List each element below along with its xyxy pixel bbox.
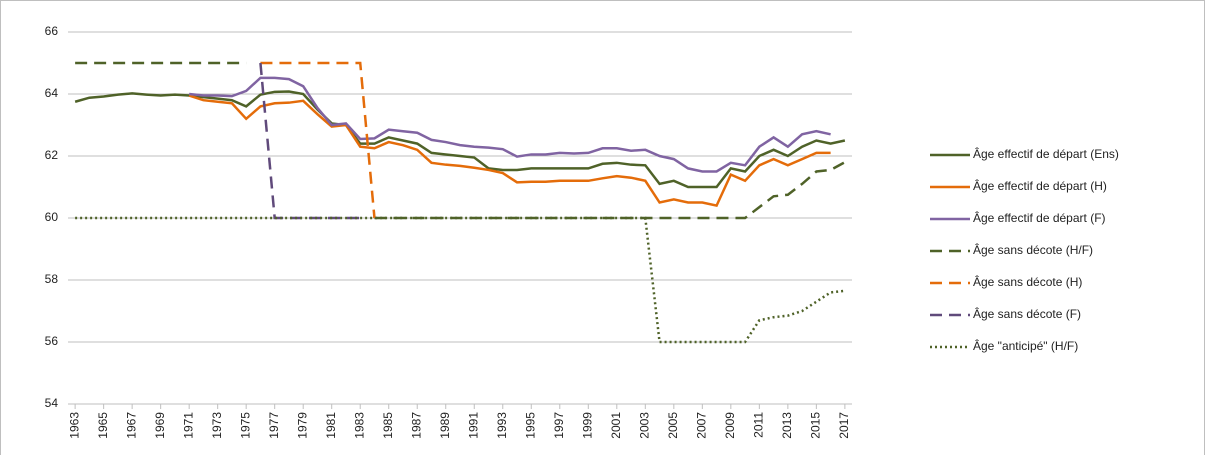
- x-tick-label: 2001: [609, 412, 623, 439]
- x-tick-label: 1985: [381, 412, 395, 439]
- x-tick-label: 1999: [580, 412, 594, 439]
- legend-label: Âge "anticipé" (H/F): [973, 338, 1078, 353]
- x-tick-label: 1965: [96, 412, 110, 439]
- x-tick-label: 1997: [552, 412, 566, 439]
- series-line: [189, 76, 831, 173]
- series-line: [75, 61, 846, 220]
- series-line: [260, 61, 376, 219]
- y-tick-label: 56: [45, 334, 59, 348]
- x-tick-label: 1995: [523, 412, 537, 439]
- legend-label: Âge effectif de départ (Ens): [973, 146, 1119, 161]
- y-tick-label: 64: [45, 86, 59, 100]
- y-tick-label: 58: [45, 272, 59, 286]
- x-tick-label: 2003: [637, 412, 651, 439]
- x-tick-label: 1967: [124, 412, 138, 439]
- x-tick-label: 2005: [666, 412, 680, 439]
- x-tick-label: 2009: [723, 412, 737, 439]
- legend-label: Âge sans décote (F): [973, 306, 1081, 321]
- legend-label: Âge effectif de départ (F): [973, 210, 1106, 225]
- x-tick-label: 2013: [780, 412, 794, 439]
- y-tick-label: 60: [45, 210, 59, 224]
- x-tick-label: 1983: [352, 412, 366, 439]
- x-tick-label: 1971: [181, 412, 195, 439]
- x-tick-label: 1973: [210, 412, 224, 439]
- x-tick-label: 1993: [495, 412, 509, 439]
- y-tick-label: 66: [45, 24, 59, 38]
- legend-label: Âge sans décote (H): [973, 274, 1082, 289]
- x-tick-label: 1977: [267, 412, 281, 439]
- x-tick-label: 1987: [409, 412, 423, 439]
- legend-label: Âge sans décote (H/F): [973, 242, 1093, 257]
- y-tick-label: 54: [45, 396, 59, 410]
- x-tick-label: 2007: [694, 412, 708, 439]
- x-tick-label: 2011: [752, 412, 766, 438]
- y-tick-label: 62: [45, 148, 59, 162]
- x-tick-label: 1989: [438, 412, 452, 439]
- x-tick-label: 1979: [295, 412, 309, 439]
- x-tick-label: 1969: [153, 412, 167, 439]
- series-line: [188, 94, 831, 208]
- x-tick-label: 2015: [809, 412, 823, 439]
- x-tick-label: 2017: [837, 412, 851, 439]
- x-tick-label: 1975: [238, 412, 252, 439]
- legend-label: Âge effectif de départ (H): [973, 178, 1107, 193]
- x-tick-label: 1991: [466, 412, 480, 439]
- x-tick-label: 1981: [324, 412, 338, 439]
- series-line: [74, 90, 846, 189]
- x-tick-label: 1963: [67, 412, 81, 439]
